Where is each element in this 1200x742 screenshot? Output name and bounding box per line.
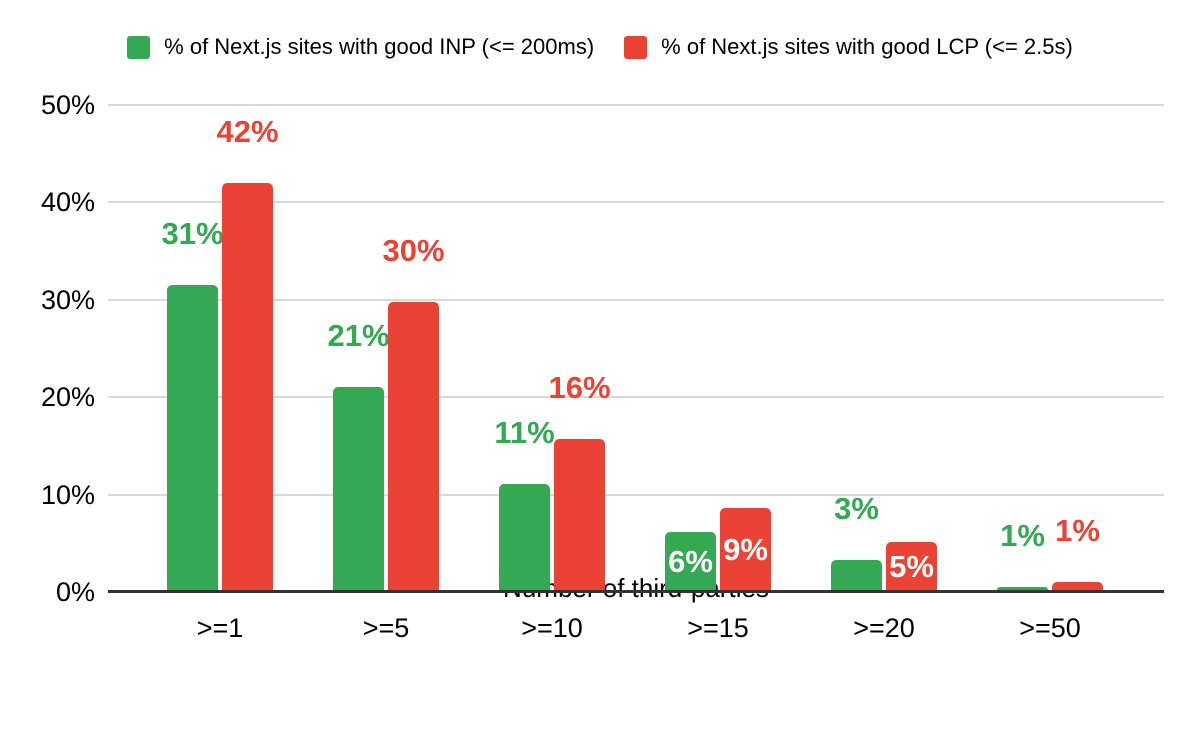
bar-group->=5: 21% 30% bbox=[327, 105, 445, 592]
plot-area: 0% 10% 20% 30% 40% 50% 31% 42% >=1 21% 30% >=5 11% 16… bbox=[41, 91, 1164, 643]
bar-lcp->=10[interactable] bbox=[554, 439, 605, 592]
data-label-inp->=5: 21% bbox=[327, 318, 390, 354]
y-tick-label-50%: 50% bbox=[40, 90, 95, 120]
y-tick-label-30%: 30% bbox=[40, 284, 95, 315]
data-label-inp->=15: 6% bbox=[668, 543, 713, 579]
legend-item-lcp[interactable]: % of Next.js sites with good LCP (<= 2.5… bbox=[624, 34, 1073, 60]
x-tick-label->=20: >=20 bbox=[853, 613, 915, 643]
bar-lcp->=5[interactable] bbox=[388, 301, 439, 592]
y-tick-label-40%: 40% bbox=[40, 187, 95, 218]
x-tick-label->=5: >=5 bbox=[362, 613, 410, 643]
data-label-lcp->=1: 42% bbox=[216, 113, 279, 149]
data-label-inp->=50: 1% bbox=[1000, 518, 1045, 554]
gridline-50% bbox=[108, 104, 1164, 106]
y-tick-label-10%: 10% bbox=[40, 479, 95, 510]
data-label-inp->=20: 3% bbox=[834, 490, 879, 526]
x-tick-label->=50: >=50 bbox=[1019, 613, 1081, 643]
bar-inp->=5[interactable] bbox=[333, 387, 384, 592]
bar-group->=20: 3% 5% bbox=[831, 105, 937, 592]
x-tick-label->=15: >=15 bbox=[687, 613, 749, 643]
bar-group->=15: 6% 9% bbox=[665, 105, 771, 592]
bar-inp->=20[interactable] bbox=[831, 559, 882, 592]
bar-inp->=1[interactable] bbox=[167, 285, 218, 592]
bar-group->=50: 1% 1% bbox=[997, 105, 1103, 592]
data-label-lcp->=20: 5% bbox=[889, 549, 934, 585]
data-label-lcp->=10: 16% bbox=[548, 370, 611, 406]
data-label-lcp->=5: 30% bbox=[382, 232, 445, 268]
legend-label-inp: % of Next.js sites with good INP (<= 200… bbox=[164, 34, 595, 59]
gridline-30% bbox=[108, 298, 1164, 301]
lcp-series-swatch-icon bbox=[624, 35, 648, 59]
bar-inp->=15[interactable] bbox=[665, 531, 716, 592]
bar-lcp->=1[interactable] bbox=[222, 182, 273, 592]
x-axis-line bbox=[108, 590, 1164, 593]
gridline-10% bbox=[108, 493, 1164, 496]
inp-series-swatch-icon bbox=[127, 35, 151, 59]
bar-lcp->=20[interactable] bbox=[886, 542, 937, 592]
bar-group->=1: 31% 42% bbox=[161, 105, 279, 592]
gridline-20% bbox=[108, 396, 1164, 399]
y-tick-label-20%: 20% bbox=[40, 382, 95, 413]
data-label-lcp->=50: 1% bbox=[1055, 513, 1100, 549]
bar-inp->=50[interactable] bbox=[997, 587, 1048, 592]
bar-lcp->=50[interactable] bbox=[1052, 582, 1103, 592]
x-tick-label->=1: >=1 bbox=[196, 613, 244, 643]
bar-lcp->=15[interactable] bbox=[720, 508, 771, 592]
legend-item-inp[interactable]: % of Next.js sites with good INP (<= 200… bbox=[127, 34, 594, 60]
legend: % of Next.js sites with good INP (<= 200… bbox=[0, 34, 1200, 60]
bar-group->=10: 11% 16% bbox=[494, 105, 611, 592]
y-tick-label-0%: 0% bbox=[55, 577, 95, 607]
x-tick-label->=10: >=10 bbox=[521, 613, 583, 643]
data-label-lcp->=15: 9% bbox=[723, 532, 768, 568]
data-label-inp->=10: 11% bbox=[494, 414, 555, 450]
gridline-40% bbox=[108, 201, 1164, 204]
data-label-inp->=1: 31% bbox=[161, 216, 224, 252]
bar-inp->=10[interactable] bbox=[499, 483, 550, 592]
legend-label-lcp: % of Next.js sites with good LCP (<= 2.5… bbox=[661, 34, 1073, 59]
